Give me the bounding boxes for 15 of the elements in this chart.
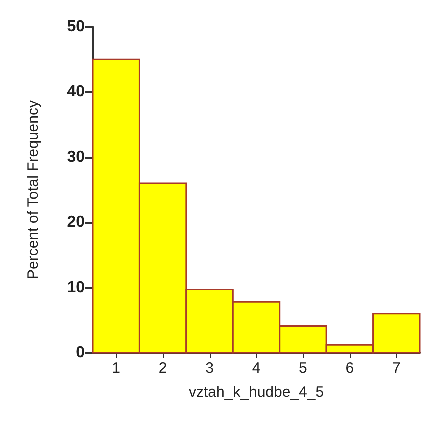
y-tick-label: 50 [67, 18, 86, 36]
x-tick-label: 2 [158, 360, 168, 377]
x-axis-title: vztah_k_hudbe_4_5 [188, 384, 324, 401]
y-tick-label: 40 [67, 84, 86, 101]
x-tick-label: 4 [252, 360, 261, 377]
x-tick-label: 7 [392, 360, 401, 377]
y-tick-label: 10 [67, 279, 86, 296]
x-tick-label: 6 [346, 360, 354, 377]
y-tick-label: 30 [67, 148, 86, 166]
x-tick-label: 5 [299, 360, 308, 377]
x-tick-label: 1 [112, 360, 121, 377]
y-axis-title: Percent of Total Frequency [25, 100, 42, 280]
y-tick-label: 20 [67, 214, 86, 232]
y-tick-label: 0 [76, 344, 86, 362]
x-tick-label: 3 [206, 360, 214, 377]
